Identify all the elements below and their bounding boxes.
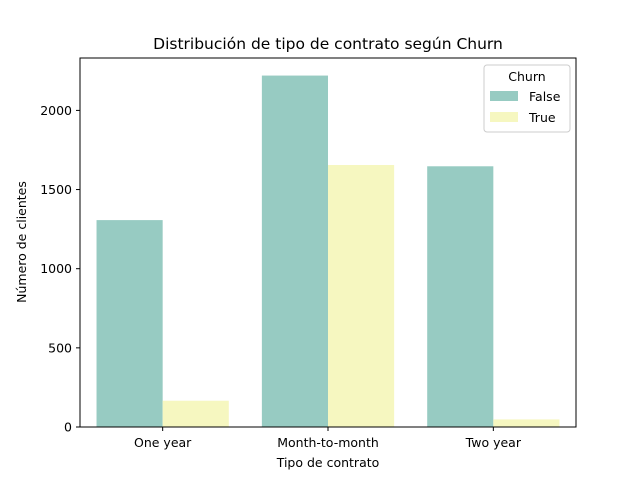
x-axis: One year Month-to-month Two year xyxy=(134,427,522,450)
bar-true-two-year xyxy=(493,419,560,427)
y-axis-label: Número de clientes xyxy=(14,181,29,303)
legend-swatch-false xyxy=(490,91,518,101)
y-tick-label: 500 xyxy=(48,340,72,355)
y-tick-label: 1500 xyxy=(40,182,72,197)
x-tick-label: Two year xyxy=(465,435,522,450)
x-tick-label: One year xyxy=(134,435,192,450)
bars-group xyxy=(96,75,560,428)
legend: Churn False True xyxy=(483,64,571,133)
bar-false-one-year xyxy=(96,220,163,427)
y-axis: 0 500 1000 1500 2000 xyxy=(40,103,80,435)
legend-swatch-true xyxy=(490,112,518,122)
legend-label-true: True xyxy=(528,110,556,125)
y-tick-label: 1000 xyxy=(40,261,72,276)
bar-true-month-to-month xyxy=(328,165,395,427)
legend-label-false: False xyxy=(529,89,561,104)
x-axis-label: Tipo de contrato xyxy=(276,455,380,470)
bar-true-one-year xyxy=(162,400,229,427)
y-tick-label: 2000 xyxy=(40,103,72,118)
bar-false-two-year xyxy=(427,166,494,427)
chart-title: Distribución de tipo de contrato según C… xyxy=(153,35,503,53)
x-tick-label: Month-to-month xyxy=(277,435,379,450)
y-tick-label: 0 xyxy=(64,420,72,435)
legend-title: Churn xyxy=(508,69,545,84)
bar-false-month-to-month xyxy=(261,75,328,428)
